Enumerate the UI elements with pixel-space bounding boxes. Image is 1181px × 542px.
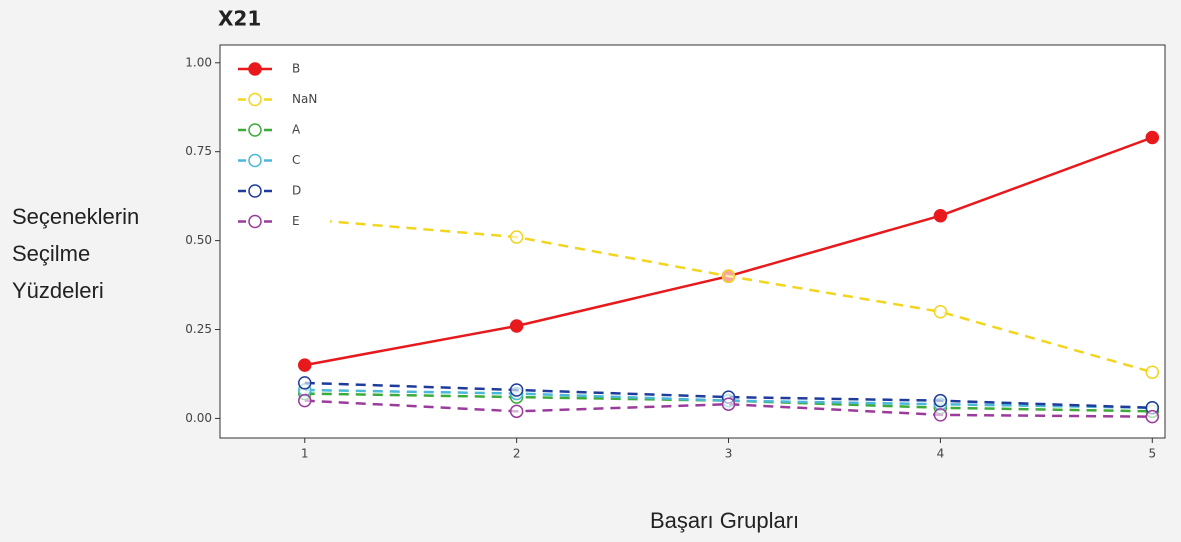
series-line xyxy=(304,392,1153,413)
x-tick-label: 3 xyxy=(725,447,733,461)
point xyxy=(298,376,312,390)
point xyxy=(721,397,736,411)
legend-label: NaN xyxy=(292,92,317,106)
x-tick-label: 2 xyxy=(513,447,521,461)
plot-area xyxy=(219,44,1166,439)
point xyxy=(933,408,948,422)
point xyxy=(298,393,312,408)
legend-label: C xyxy=(292,153,300,167)
x-tick-label: 1 xyxy=(301,447,309,461)
point xyxy=(298,358,312,372)
chart-title: X21 xyxy=(218,7,261,31)
point xyxy=(509,230,524,244)
legend-marker xyxy=(248,62,262,76)
legend-marker xyxy=(248,153,262,168)
x-axis-title: Başarı Grupları xyxy=(650,508,799,533)
legend-marker xyxy=(248,92,262,107)
x-tick-label: 4 xyxy=(937,447,945,461)
point xyxy=(933,304,948,319)
y-tick-label: 0.25 xyxy=(185,322,212,336)
y-axis-title: Seçeneklerin xyxy=(12,204,139,229)
point xyxy=(933,208,948,223)
series-line xyxy=(304,399,1153,418)
series-line xyxy=(304,381,1153,410)
legend-marker xyxy=(248,214,262,229)
point xyxy=(1145,130,1160,145)
legend-label: A xyxy=(292,123,301,137)
point xyxy=(1145,409,1160,424)
point xyxy=(721,269,736,283)
legend-marker xyxy=(248,184,262,198)
y-tick-label: 0.75 xyxy=(185,144,212,158)
y-tick-label: 0.00 xyxy=(185,411,212,425)
y-tick-label: 0.50 xyxy=(185,233,212,247)
y-axis-title: Yüzdeleri xyxy=(12,278,104,303)
legend-box xyxy=(230,55,330,240)
y-axis-title: Seçilme xyxy=(12,241,90,266)
series-line xyxy=(304,388,1153,410)
y-tick-label: 1.00 xyxy=(185,55,212,69)
x-tick-label: 5 xyxy=(1148,447,1156,461)
point xyxy=(509,383,524,397)
point xyxy=(933,393,948,408)
legend-label: B xyxy=(292,62,300,76)
point xyxy=(509,404,524,419)
legend-label: D xyxy=(292,184,301,198)
legend-marker xyxy=(248,123,262,137)
legend-label: E xyxy=(292,214,300,228)
point xyxy=(509,319,524,333)
point xyxy=(1145,365,1160,379)
